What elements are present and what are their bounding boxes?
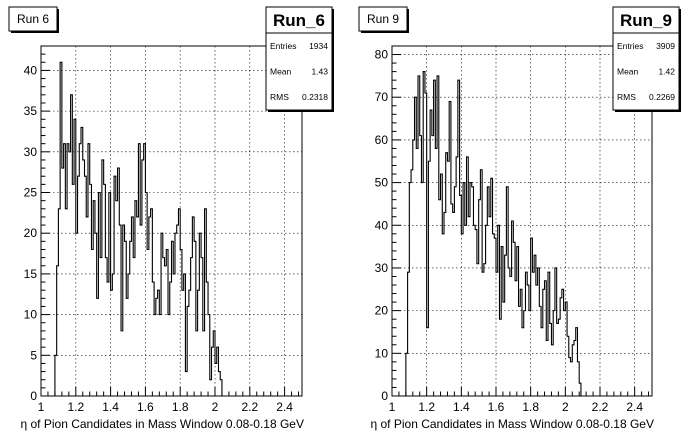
x-tick-label: 1	[389, 400, 396, 414]
y-tick-label: 50	[375, 176, 389, 190]
x-tick-label: 1.2	[418, 400, 435, 414]
y-axis: 0 10 20 30 40 50 60 70 80	[375, 45, 401, 403]
y-tick-label: 30	[24, 145, 38, 159]
x-tick-label: 2.4	[626, 400, 643, 414]
y-axis: 0 5 10 15 20 25 30 35 40	[24, 45, 50, 403]
stats-label: RMS	[270, 92, 289, 102]
plot-frame	[40, 45, 303, 397]
stats-value: 1.42	[658, 67, 675, 77]
y-tick-label: 40	[24, 63, 38, 77]
x-tick-label: 1.4	[453, 400, 470, 414]
title-box: Run 9	[358, 6, 409, 33]
histogram-series	[54, 61, 229, 397]
x-tick-label: 1	[38, 400, 45, 414]
histogram-series	[405, 71, 590, 397]
grid	[41, 46, 302, 396]
y-tick-label: 35	[24, 104, 38, 118]
x-axis-label: η of Pion Candidates in Mass Window 0.08…	[371, 417, 655, 431]
title-box: Run 6	[8, 6, 59, 33]
y-tick-label: 0	[381, 389, 388, 403]
stats-value: 1934	[309, 41, 328, 51]
chart-title: Run 6	[17, 12, 49, 26]
y-tick-label: 15	[24, 267, 38, 281]
y-tick-label: 10	[24, 308, 38, 322]
x-tick-label: 2	[562, 400, 569, 414]
x-tick-label: 2.4	[276, 400, 293, 414]
stats-label: Entries	[270, 41, 296, 51]
x-tick-label: 1.8	[522, 400, 539, 414]
x-tick-label: 2	[212, 400, 219, 414]
stats-box: Run_6 Entries 1934 Mean 1.43 RMS 0.2318	[265, 6, 334, 112]
x-tick-label: 1.6	[488, 400, 505, 414]
stats-box: Run_9 Entries 3909 Mean 1.42 RMS 0.2269	[612, 6, 681, 112]
stats-value: 1.43	[311, 67, 328, 77]
chart-title: Run 9	[367, 12, 399, 26]
y-tick-label: 20	[375, 304, 389, 318]
stats-box-name: Run_9	[620, 11, 672, 30]
y-tick-label: 5	[30, 348, 37, 362]
stats-value: 3909	[656, 41, 675, 51]
x-tick-label: 2.2	[592, 400, 609, 414]
x-axis: 1 1.2 1.4 1.6 1.8 2 2.2 2.4	[389, 387, 650, 414]
x-tick-label: 1.4	[102, 400, 119, 414]
grid	[392, 46, 652, 396]
y-tick-label: 20	[24, 226, 38, 240]
stats-box-name: Run_6	[273, 11, 325, 30]
y-tick-label: 40	[375, 218, 389, 232]
y-tick-label: 30	[375, 261, 389, 275]
x-axis-label: η of Pion Candidates in Mass Window 0.08…	[21, 417, 305, 431]
stats-value: 0.2318	[302, 92, 328, 102]
stats-label: Mean	[270, 67, 292, 77]
y-tick-label: 10	[375, 346, 389, 360]
stats-label: RMS	[617, 92, 636, 102]
panel-run-6: 1 1.2 1.4 1.6 1.8 2 2.2 2.4 0 5 10 15 20 25 30 35 40 η of…	[8, 6, 334, 431]
stats-value: 0.2269	[649, 92, 675, 102]
panel-run-9: 1 1.2 1.4 1.6 1.8 2 2.2 2.4 0 10 20 30 40 50 60 70 80 η o…	[358, 6, 681, 431]
x-tick-label: 2.2	[241, 400, 258, 414]
y-tick-label: 25	[24, 186, 38, 200]
y-tick-label: 60	[375, 133, 389, 147]
x-axis: 1 1.2 1.4 1.6 1.8 2 2.2 2.4	[38, 387, 300, 414]
y-tick-label: 80	[375, 48, 389, 62]
y-tick-label: 0	[30, 389, 37, 403]
x-tick-label: 1.2	[67, 400, 84, 414]
y-tick-label: 70	[375, 90, 389, 104]
stats-label: Entries	[617, 41, 643, 51]
x-tick-label: 1.6	[137, 400, 154, 414]
stats-label: Mean	[617, 67, 639, 77]
x-tick-label: 1.8	[172, 400, 189, 414]
